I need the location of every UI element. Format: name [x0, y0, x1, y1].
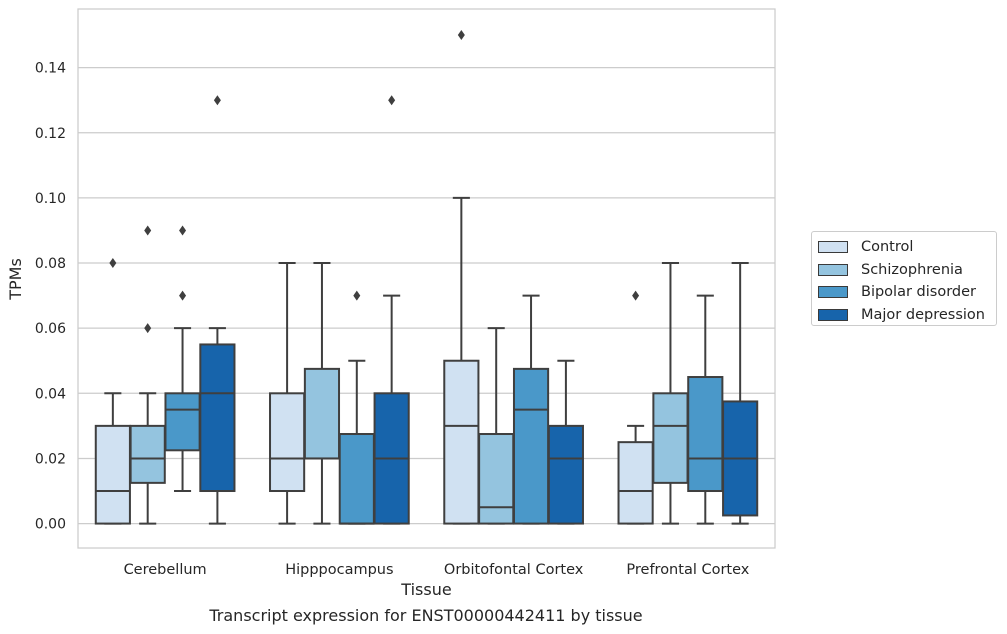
y-tick-label: 0.04	[35, 386, 66, 402]
y-axis-label: TPMs	[6, 258, 25, 301]
legend-swatch	[818, 286, 848, 299]
x-axis-label: Tissue	[400, 580, 451, 599]
legend: Control Schizophrenia Bipolar disorder Majo…	[811, 231, 997, 326]
legend-item: Schizophrenia	[818, 259, 996, 282]
iqr-box	[478, 433, 515, 525]
y-tick-label: 0.14	[35, 61, 66, 77]
outlier-point	[632, 290, 640, 301]
outlier-point	[388, 95, 396, 106]
iqr-box	[94, 424, 131, 525]
x-tick-label: Orbitofontal Cortex	[444, 562, 584, 578]
legend-label: Schizophrenia	[861, 261, 963, 278]
x-tick-label: Hipppocampus	[285, 562, 393, 578]
legend-swatch	[818, 241, 848, 254]
box-major-depression	[373, 95, 410, 525]
legend-label: Control	[861, 239, 914, 256]
iqr-box	[547, 424, 584, 525]
legend-swatch	[818, 263, 848, 276]
y-axis-ticks: 0.00 0.02 0.04 0.06 0.08 0.10 0.12 0.14	[35, 61, 66, 533]
plot-frame	[77, 8, 776, 549]
iqr-box	[338, 433, 375, 525]
box-major-depression	[199, 95, 236, 525]
box-control	[617, 290, 654, 525]
legend-item: Control	[818, 236, 996, 259]
y-tick-label: 0.06	[35, 321, 66, 337]
box-schizophrenia	[303, 262, 341, 525]
box-control	[94, 258, 131, 525]
outlier-point	[353, 290, 361, 301]
outlier-point	[179, 290, 187, 301]
x-tick-label: Cerebellum	[124, 562, 207, 578]
box-major-depression	[547, 359, 584, 525]
iqr-box	[129, 424, 166, 484]
outlier-point	[144, 323, 152, 334]
box-control	[443, 30, 480, 525]
legend-item: Bipolar disorder	[818, 281, 996, 304]
box-schizophrenia	[478, 327, 515, 525]
legend-label: Major depression	[861, 306, 985, 323]
iqr-box	[269, 392, 306, 493]
box-bipolar-disorder	[164, 225, 201, 493]
iqr-box	[652, 392, 689, 484]
iqr-box	[512, 367, 550, 525]
outlier-point	[109, 258, 117, 269]
chart-caption: Transcript expression for ENST0000044241…	[209, 606, 643, 625]
box-schizophrenia	[652, 262, 689, 525]
box-major-depression	[722, 262, 759, 525]
x-axis-ticks: Cerebellum Hipppocampus Orbitofontal Corte…	[124, 562, 750, 578]
plot-area	[94, 30, 759, 525]
y-tick-label: 0.10	[35, 191, 66, 207]
iqr-box	[617, 441, 654, 525]
outlier-point	[213, 95, 221, 106]
y-tick-label: 0.02	[35, 451, 66, 467]
outlier-point	[179, 225, 187, 236]
y-tick-label: 0.12	[35, 126, 66, 142]
box-control	[269, 262, 306, 525]
iqr-box	[443, 359, 480, 525]
iqr-box	[164, 392, 201, 452]
y-tick-label: 0.08	[35, 256, 66, 272]
x-tick-label: Prefrontal Cortex	[626, 562, 749, 578]
box-bipolar-disorder	[687, 294, 724, 525]
iqr-box	[303, 367, 341, 460]
legend-swatch	[818, 308, 848, 321]
box-bipolar-disorder	[338, 290, 375, 525]
outlier-point	[144, 225, 152, 236]
iqr-box	[687, 376, 724, 493]
legend-item: Major depression	[818, 304, 996, 327]
box-schizophrenia	[129, 225, 166, 525]
legend-label: Bipolar disorder	[861, 284, 976, 301]
outlier-point	[457, 30, 465, 41]
iqr-box	[199, 343, 236, 493]
box-bipolar-disorder	[512, 294, 550, 525]
y-tick-label: 0.00	[35, 517, 66, 533]
